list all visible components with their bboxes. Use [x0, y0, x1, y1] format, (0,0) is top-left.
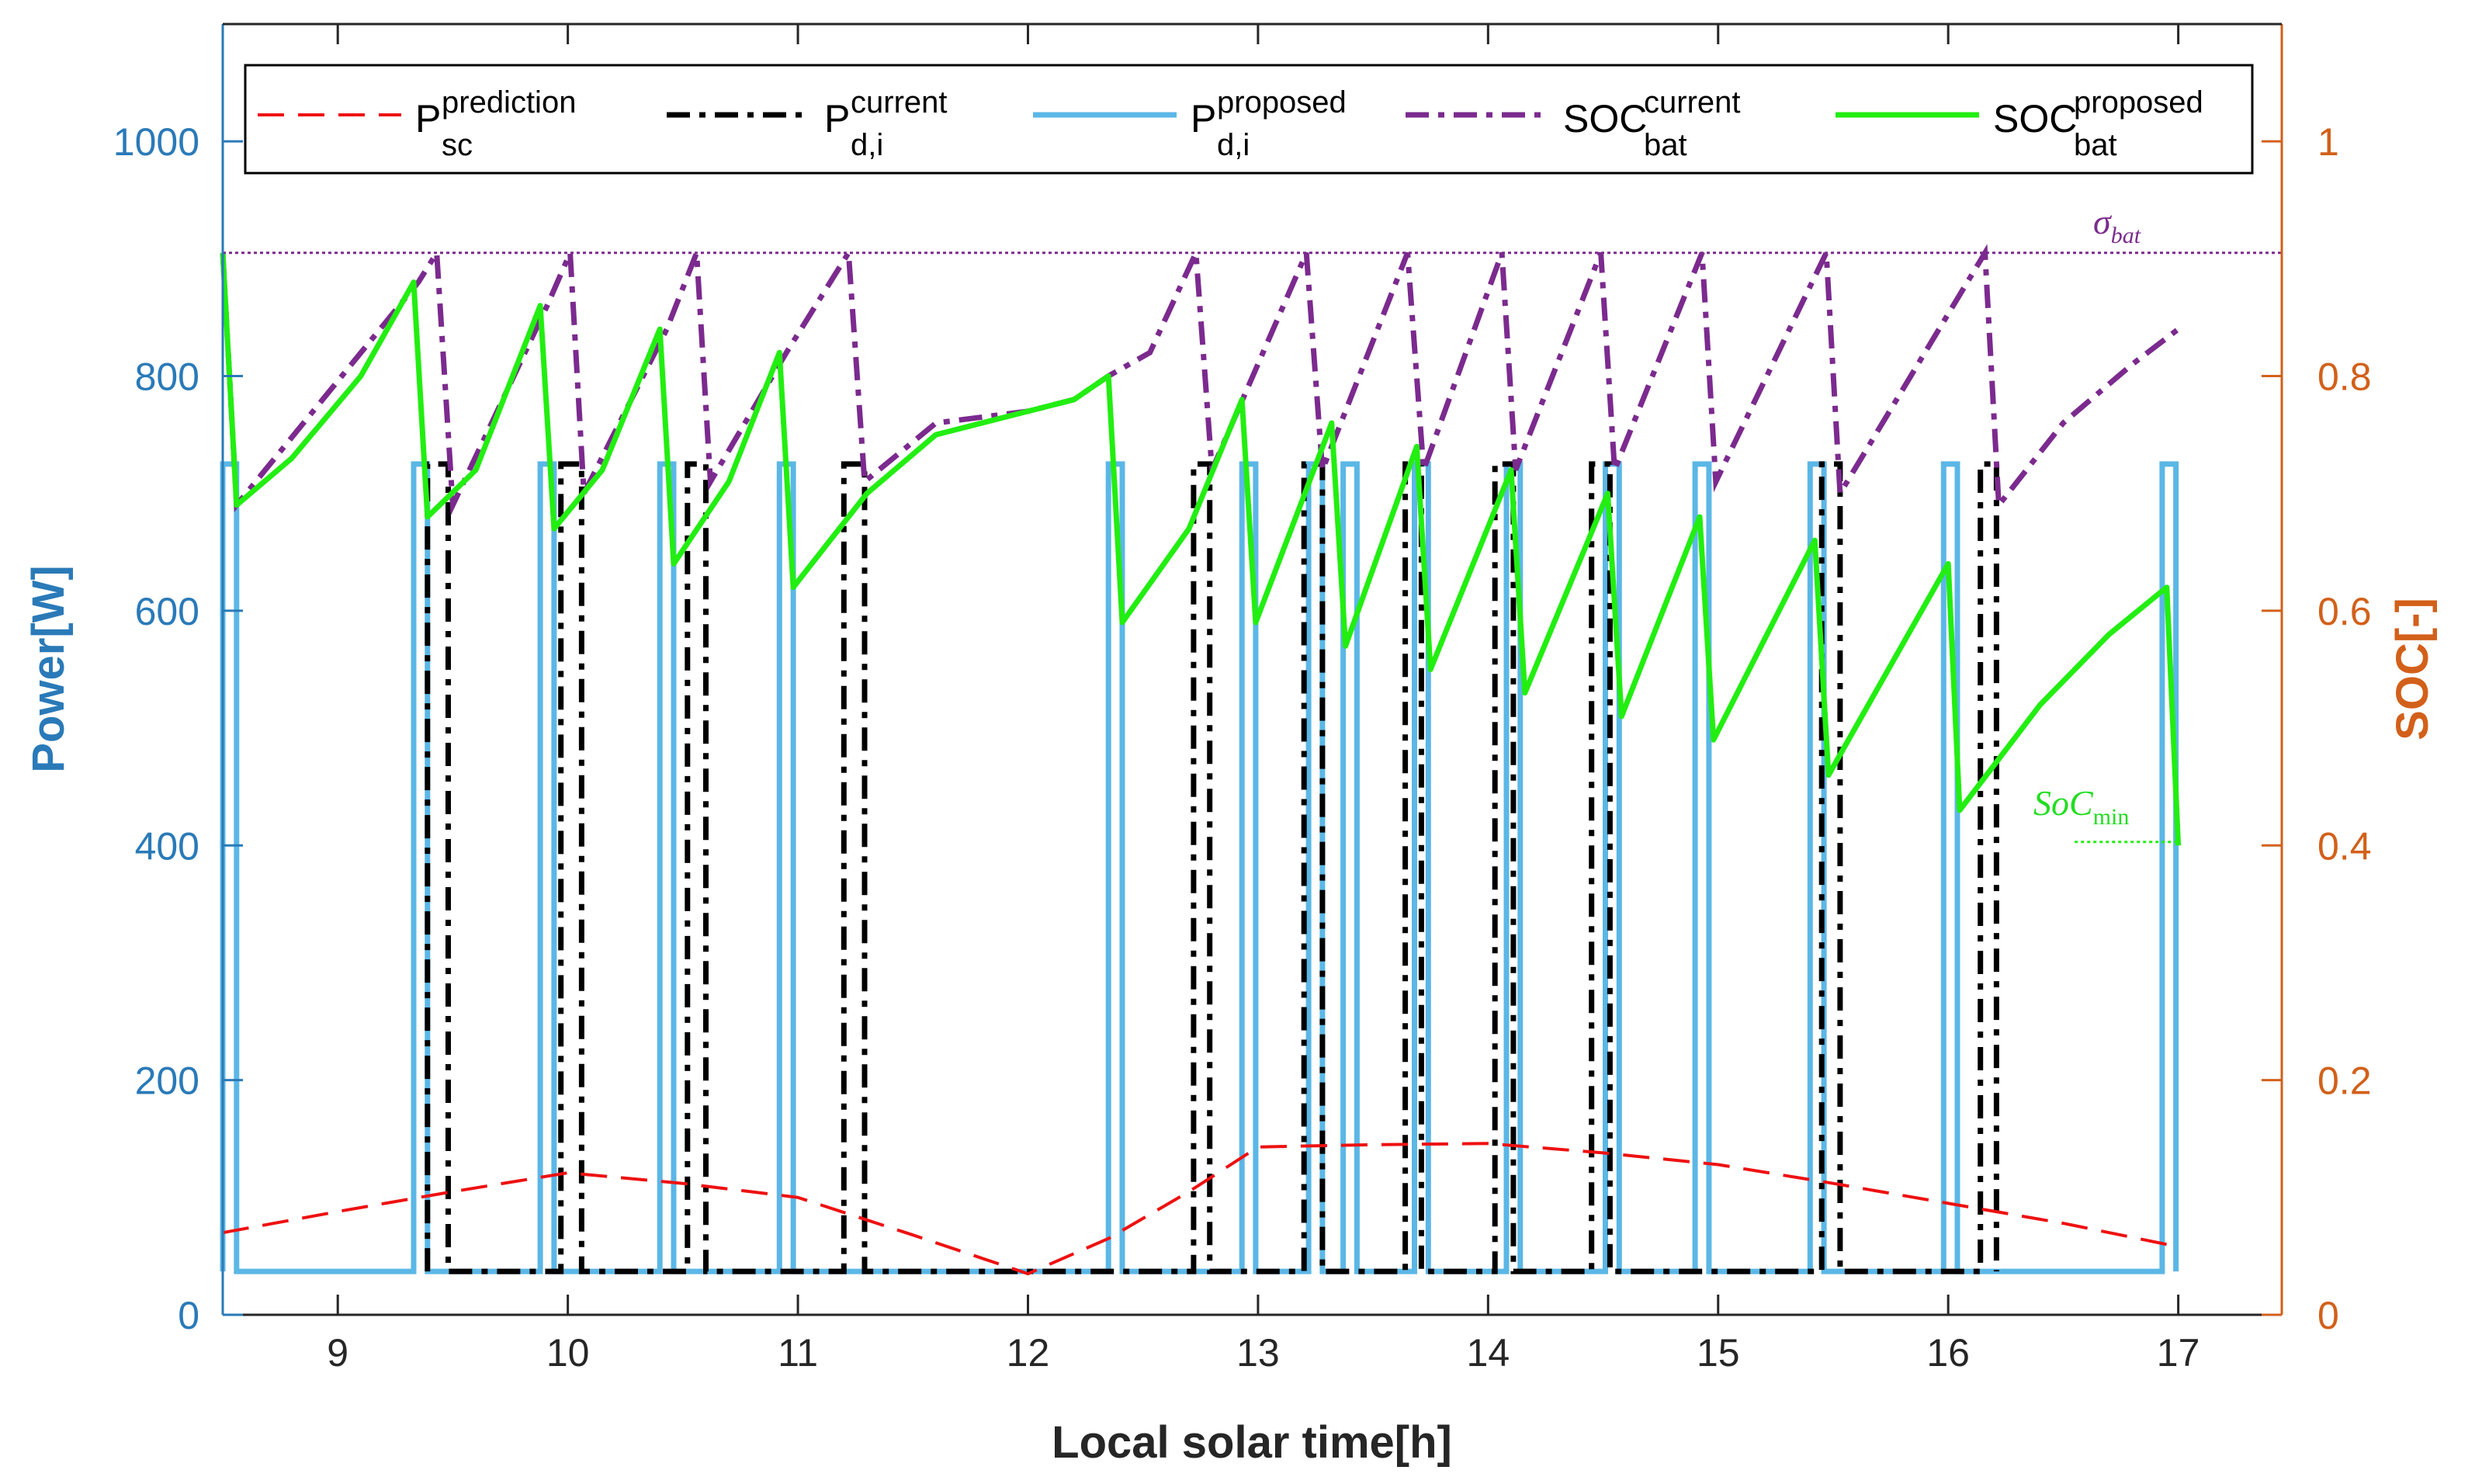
legend-sup-soc_proposed: proposed: [2074, 85, 2203, 120]
x-tick-label: 13: [1236, 1331, 1280, 1375]
x-tick-label: 9: [327, 1331, 348, 1375]
y-right-tick-label: 0.2: [2317, 1059, 2372, 1103]
legend-sub-pd_current: d,i: [851, 128, 883, 162]
series-soc-proposed-line: [220, 252, 2182, 846]
x-tick-label: 14: [1467, 1331, 1510, 1375]
x-axis-label: Local solar time[h]: [1052, 1417, 1452, 1468]
legend-sup-prediction: prediction: [442, 85, 576, 120]
plot-frame: [223, 24, 2282, 1315]
y-left-tick-label: 600: [135, 590, 199, 633]
y-right-tick-label: 0.6: [2317, 590, 2372, 633]
y-right-tick-label: 0.4: [2317, 824, 2372, 868]
y-right-tick-label: 0.8: [2317, 355, 2372, 399]
series-pd-current-line: [425, 461, 1999, 1274]
y-left-tick-label: 800: [135, 355, 199, 399]
y-axis-right-label: SOC[-]: [2387, 598, 2438, 740]
legend-label-pd_proposed: P: [1191, 97, 1216, 140]
legend-sub-soc_proposed: bat: [2074, 128, 2117, 162]
legend-sub-soc_current: bat: [1644, 128, 1687, 162]
y-left-tick-label: 200: [135, 1059, 199, 1103]
legend-box: [244, 64, 2254, 175]
y-axis-left-label: Power[W]: [23, 565, 74, 772]
series-prediction-line: [222, 1142, 2179, 1276]
series-soc-current-line: [220, 242, 2180, 516]
sigma-annotation: σbat: [2093, 202, 2141, 248]
reference-lines: [223, 251, 2282, 844]
x-tick-label: 12: [1007, 1331, 1050, 1375]
legend-sub-pd_proposed: d,i: [1217, 128, 1250, 162]
y-left-tick-label: 0: [178, 1294, 199, 1337]
legend-label-soc_current: SOC: [1563, 97, 1647, 140]
legend-sup-pd_current: current: [851, 85, 948, 120]
legend-label-pd_current: P: [824, 97, 850, 140]
legend-sup-soc_current: current: [1644, 85, 1741, 120]
legend-sup-pd_proposed: proposed: [1217, 85, 1347, 120]
ticks: 9 10 11 12 13 14 15 16 17 0 200 400 600 800 1000 0 0.2 0.…: [113, 24, 2372, 1375]
x-tick-label: 10: [546, 1331, 590, 1375]
x-tick-label: 11: [778, 1331, 818, 1375]
y-left-tick-label: 1000: [113, 120, 199, 164]
socmin-annotation: SoCmin: [2033, 783, 2129, 830]
annotations: σbat SoCmin: [2033, 202, 2141, 830]
y-right-tick-label: 0: [2317, 1294, 2339, 1337]
y-left-tick-label: 400: [135, 824, 199, 868]
x-tick-label: 17: [2157, 1331, 2200, 1375]
legend-label-soc_proposed: SOC: [1993, 97, 2077, 140]
legend-sub-prediction: sc: [442, 128, 473, 162]
y-right-tick-label: 1: [2317, 120, 2339, 164]
legend-label-prediction: P: [415, 97, 441, 140]
x-tick-label: 15: [1697, 1331, 1740, 1375]
x-tick-label: 16: [1926, 1331, 1970, 1375]
data-lines: [220, 242, 2182, 1276]
axes: [221, 23, 2283, 1316]
